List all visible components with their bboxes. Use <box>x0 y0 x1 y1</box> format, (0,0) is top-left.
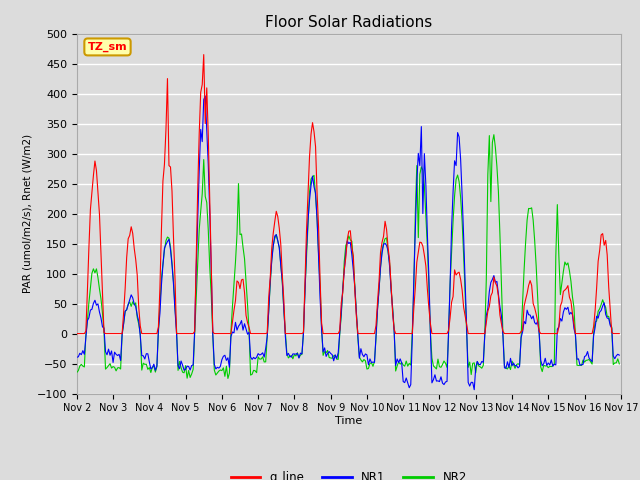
NR1 <box>236 321 244 327</box>
NR1 <box>264 334 271 339</box>
NR2 <box>254 354 262 360</box>
q_line <box>200 52 207 58</box>
NR2 <box>224 375 232 381</box>
X-axis label: Time: Time <box>335 416 362 426</box>
Title: Floor Solar Radiations: Floor Solar Radiations <box>265 15 433 30</box>
Y-axis label: PAR (umol/m2/s), Rnet (W/m2): PAR (umol/m2/s), Rnet (W/m2) <box>22 134 33 293</box>
NR1 <box>312 190 319 196</box>
NR2 <box>490 132 498 138</box>
Line: NR2: NR2 <box>77 135 620 378</box>
NR1 <box>140 353 147 359</box>
q_line <box>140 331 147 336</box>
Legend: q_line, NR1, NR2: q_line, NR1, NR2 <box>226 466 472 480</box>
NR1 <box>470 387 478 393</box>
NR1 <box>254 351 262 357</box>
NR2 <box>312 192 319 198</box>
q_line <box>312 144 319 149</box>
NR2 <box>236 232 244 238</box>
q_line <box>254 331 262 336</box>
NR2 <box>264 333 271 338</box>
Line: NR1: NR1 <box>77 96 620 390</box>
NR1 <box>202 93 209 99</box>
NR1 <box>73 354 81 360</box>
NR2 <box>73 370 81 375</box>
q_line <box>264 330 271 336</box>
q_line <box>587 331 595 336</box>
q_line <box>236 286 244 291</box>
NR2 <box>140 360 147 366</box>
NR1 <box>616 352 623 358</box>
NR1 <box>588 359 596 365</box>
q_line <box>73 331 81 336</box>
NR2 <box>616 361 623 367</box>
Line: q_line: q_line <box>77 55 620 334</box>
Text: TZ_sm: TZ_sm <box>88 42 127 52</box>
NR2 <box>588 361 596 367</box>
q_line <box>616 331 623 336</box>
